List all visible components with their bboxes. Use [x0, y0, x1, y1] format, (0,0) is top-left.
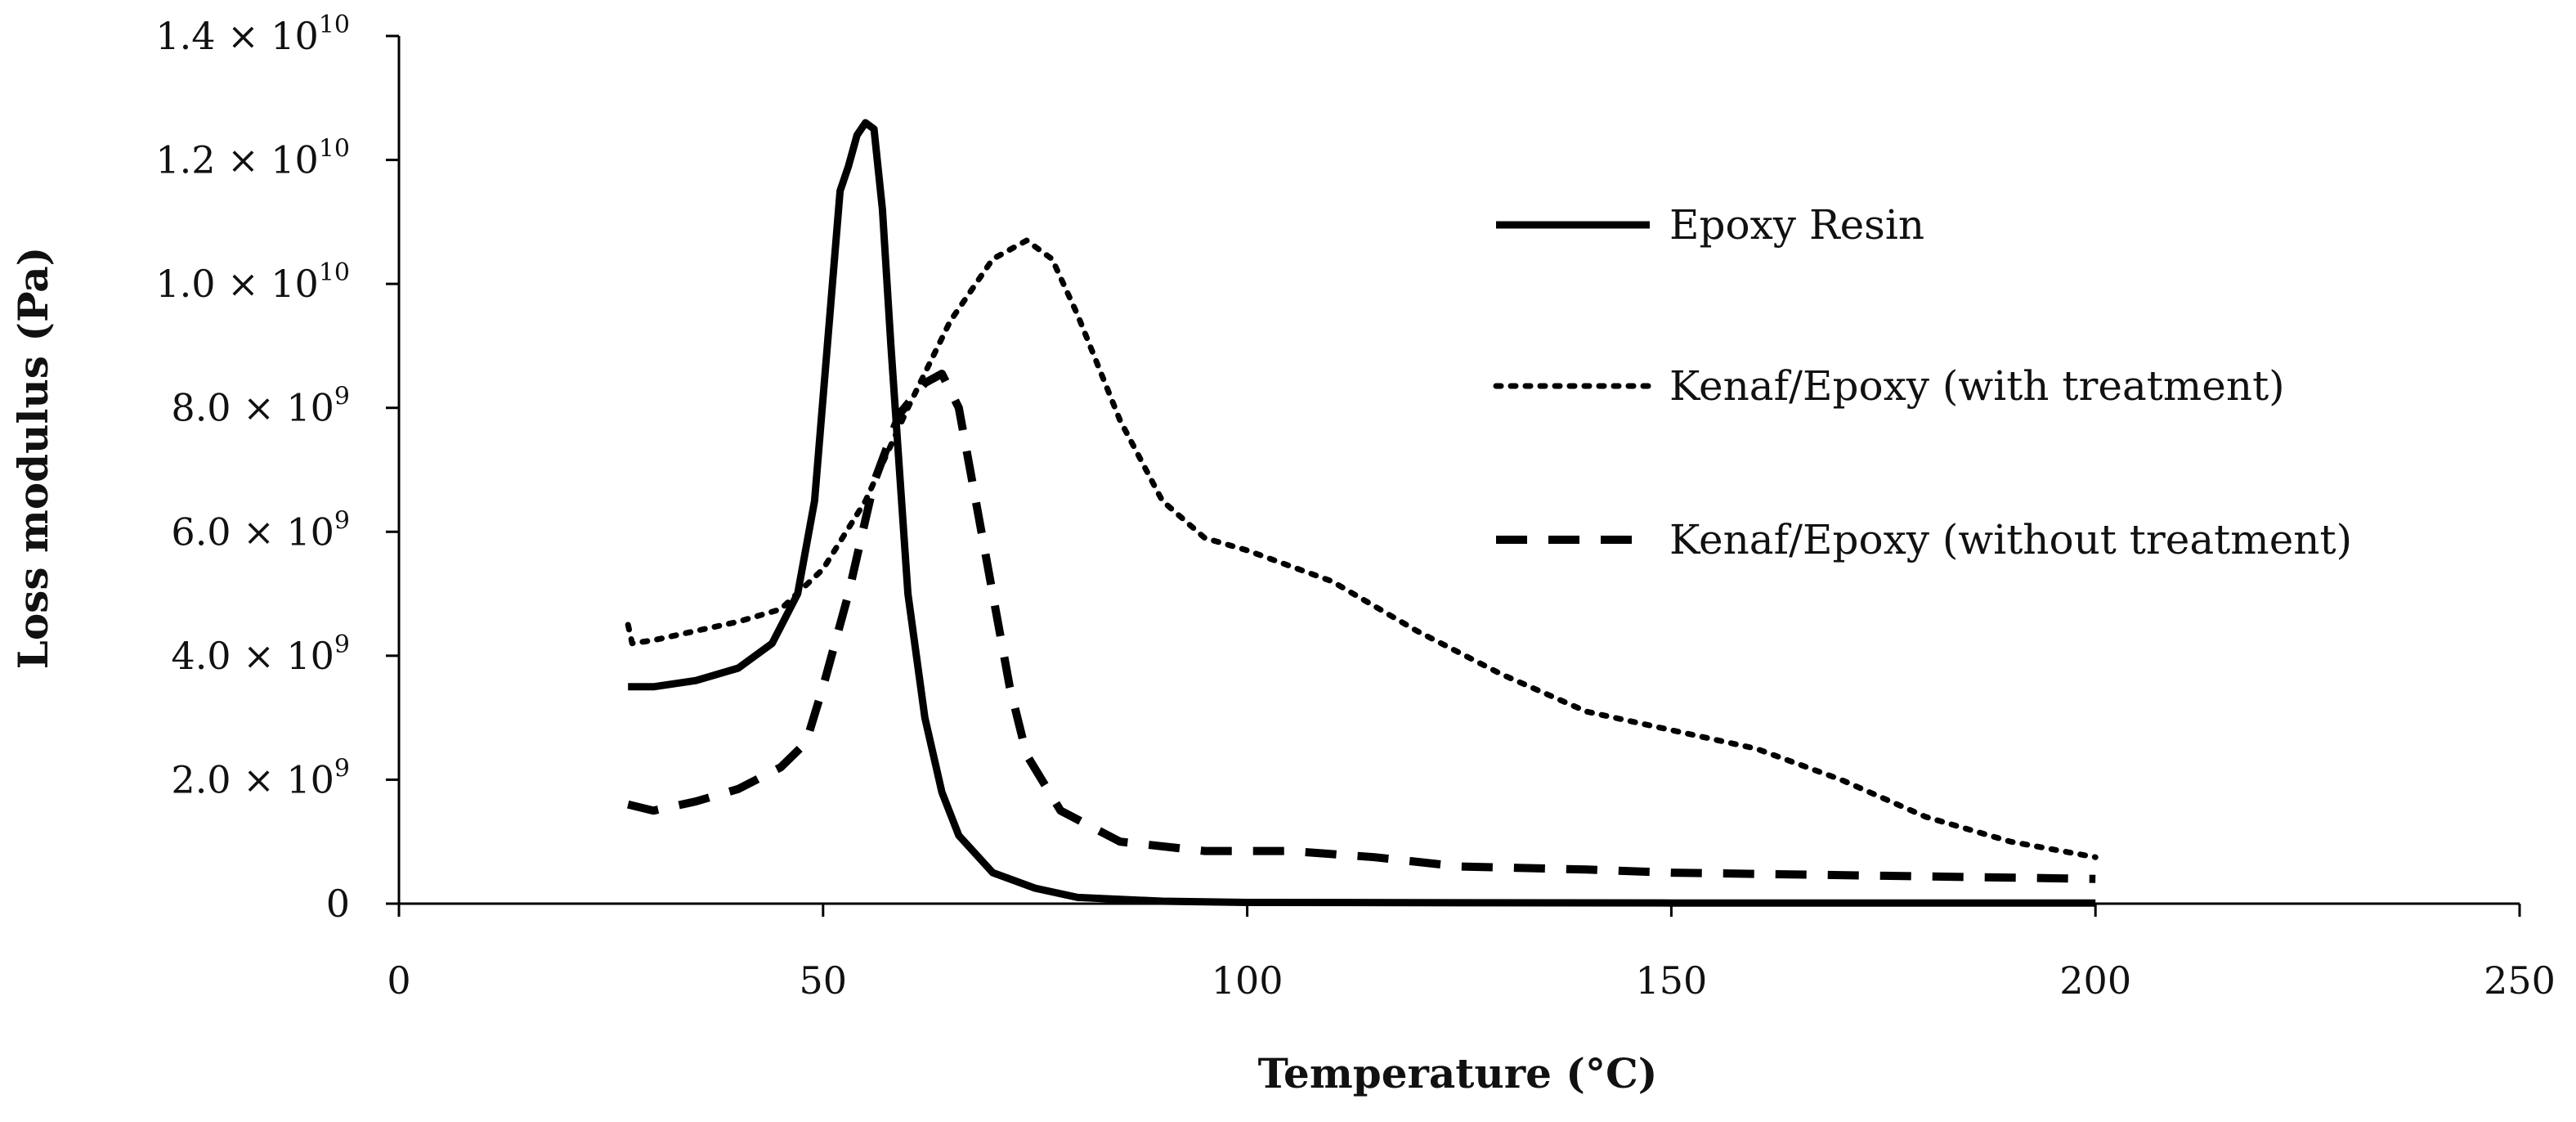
y-tick-exponent: 10 — [319, 258, 350, 287]
y-tick-exponent: 9 — [334, 383, 350, 411]
y-tick-exponent: 9 — [334, 754, 350, 783]
series-line-1 — [628, 119, 2096, 907]
y-tick-mantissa: 8.0 × 10 — [171, 386, 334, 430]
x-tick-label: 100 — [1212, 958, 1284, 1003]
x-tick-label: 200 — [2059, 958, 2131, 1003]
x-tick-label: 50 — [800, 958, 848, 1003]
y-tick-mantissa: 1.0 × 10 — [155, 262, 318, 306]
legend-label-3: Kenaf/Epoxy (without treatment) — [1669, 516, 2352, 563]
x-tick-label: 250 — [2484, 958, 2556, 1003]
series-line-2 — [625, 237, 2099, 860]
y-tick-mantissa: 1.4 × 10 — [155, 14, 318, 58]
legend-label-2: Kenaf/Epoxy (with treatment) — [1669, 362, 2285, 410]
y-tick-mantissa: 1.2 × 10 — [155, 138, 318, 182]
x-tick-label: 0 — [387, 958, 410, 1003]
series-layer — [625, 119, 2099, 907]
y-tick-label: 1.4 × 1010 — [155, 11, 350, 58]
series-line-3 — [627, 370, 2096, 883]
y-tick-exponent: 10 — [319, 11, 350, 39]
x-ticks: 0 50 100 150 200 250 — [387, 904, 2556, 1003]
y-tick-label: 4.0 × 109 — [171, 631, 350, 678]
y-tick-label: 1.0 × 1010 — [155, 258, 350, 306]
y-tick-label: 2.0 × 109 — [171, 754, 350, 801]
axes — [397, 36, 2520, 905]
legend-label-1: Epoxy Resin — [1669, 201, 1924, 249]
y-tick-exponent: 10 — [319, 135, 350, 164]
x-axis-title: Temperature (°C) — [1258, 1049, 1658, 1097]
y-axis-title: Loss modulus (Pa) — [9, 247, 57, 670]
y-tick-label: 6.0 × 109 — [171, 506, 350, 554]
y-tick-mantissa: 2.0 × 10 — [171, 757, 334, 801]
y-tick-label: 8.0 × 109 — [171, 383, 350, 430]
legend: Epoxy Resin Kenaf/Epoxy (with treatment) K… — [1493, 201, 2352, 563]
y-tick-exponent: 9 — [334, 631, 350, 659]
y-tick-exponent: 9 — [334, 506, 350, 535]
y-tick-mantissa: 4.0 × 10 — [171, 634, 334, 678]
y-tick-label: 1.2 × 1010 — [155, 135, 350, 182]
y-tick-label: 0 — [326, 882, 350, 926]
y-tick-mantissa: 6.0 × 10 — [171, 509, 334, 554]
x-tick-label: 150 — [1635, 958, 1707, 1003]
